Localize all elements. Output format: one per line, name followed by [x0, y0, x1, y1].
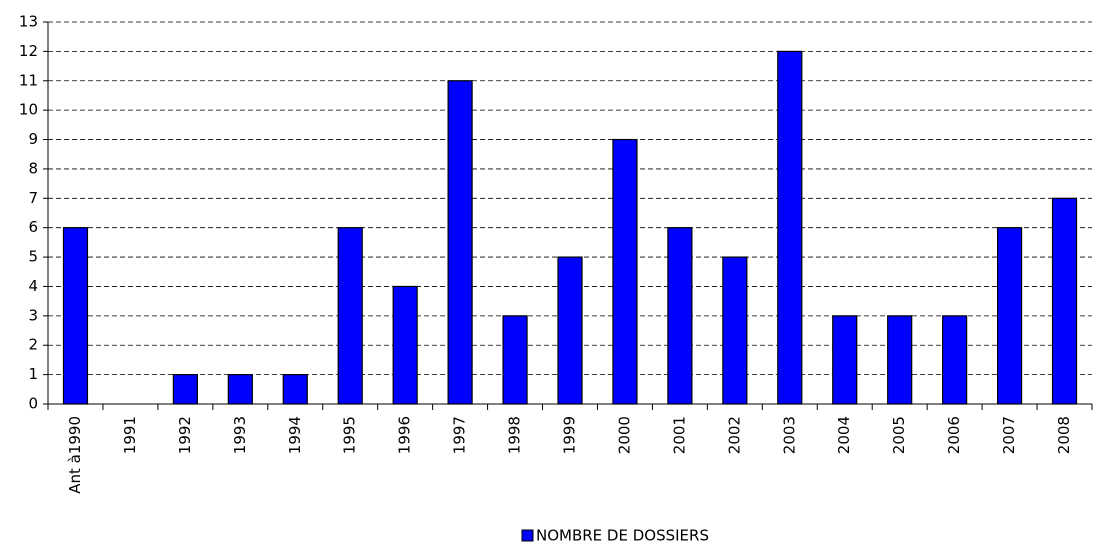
bar: [667, 227, 693, 405]
x-tick-label: 1994: [286, 416, 304, 454]
y-tick-label: 4: [28, 277, 38, 295]
y-tick-label: 11: [19, 71, 38, 89]
y-tick-label: 12: [19, 42, 38, 60]
x-tick-label: 1991: [121, 416, 139, 454]
legend-label: NOMBRE DE DOSSIERS: [536, 527, 709, 544]
x-tick-label: 2003: [780, 416, 798, 454]
bar: [557, 256, 583, 405]
bar: [996, 227, 1023, 405]
x-tick-label: 1993: [231, 416, 249, 454]
bar: [832, 315, 858, 405]
bar: [722, 256, 748, 405]
y-tick-label: 0: [28, 395, 38, 413]
x-tick-label: 2002: [725, 416, 743, 454]
y-tick-label: 6: [28, 218, 38, 236]
y-tick-label: 2: [28, 336, 38, 354]
y-tick-label: 3: [28, 306, 38, 324]
bar: [502, 315, 528, 405]
y-tick-label: 9: [28, 130, 38, 148]
y-tick-label: 10: [19, 101, 38, 119]
x-tick-label: 2000: [615, 416, 633, 454]
bar: [337, 227, 363, 405]
legend-swatch: [521, 529, 534, 542]
x-tick-label: 2008: [1055, 416, 1073, 454]
x-tick-label: 1992: [176, 416, 194, 454]
x-tick-label: 1999: [561, 416, 579, 454]
x-tick-label: Ant à1990: [66, 416, 84, 494]
x-tick-label: 1995: [341, 416, 359, 454]
bar: [227, 374, 253, 405]
x-tick-label: 2001: [670, 416, 688, 454]
bar: [612, 138, 638, 405]
y-tick-label: 7: [28, 189, 38, 207]
y-tick-label: 1: [28, 365, 38, 383]
bar: [1051, 197, 1078, 405]
bar: [777, 50, 803, 405]
x-tick-label: 2004: [835, 416, 853, 454]
x-tick-label: 2005: [890, 416, 908, 454]
x-tick-label: 2007: [1000, 416, 1018, 454]
y-tick-label: 13: [19, 13, 38, 31]
bar: [282, 374, 308, 405]
bar: [172, 374, 198, 405]
x-tick-label: 2006: [945, 416, 963, 454]
bar: [942, 315, 968, 405]
x-tick-label: 1997: [451, 416, 469, 454]
bar: [447, 80, 473, 405]
bar: [887, 315, 913, 405]
x-tick-label: 1998: [506, 416, 524, 454]
bar: [392, 285, 418, 405]
y-tick-label: 5: [28, 248, 38, 266]
y-tick-label: 8: [28, 159, 38, 177]
bar: [62, 227, 89, 405]
x-tick-label: 1996: [396, 416, 414, 454]
